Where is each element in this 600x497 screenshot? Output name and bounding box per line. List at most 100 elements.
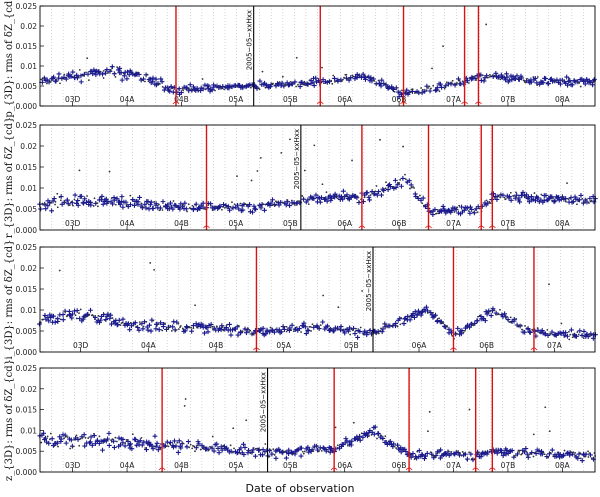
data-point-grey [568,338,571,341]
data-point-grey [349,333,352,336]
data-point-blue [49,436,55,442]
data-point-blue [408,182,414,188]
data-point-grey [295,326,298,328]
data-point-blue [456,76,461,82]
data-point-grey [258,88,261,91]
data-point-grey [402,145,404,148]
data-point-blue [416,448,422,454]
data-point-grey [161,329,164,332]
data-point-grey [455,332,458,335]
data-point-blue [584,199,590,205]
data-point-blue [68,437,74,443]
data-point-blue [178,445,184,451]
data-point-grey [425,89,428,92]
data-point-blue [238,445,244,451]
data-point-grey [97,314,100,317]
data-point-grey [236,175,238,178]
data-point-blue [592,76,597,82]
data-point-grey [576,331,579,334]
data-point-blue [525,326,531,332]
data-point-grey [356,195,359,198]
data-point-blue [525,454,531,460]
data-point-blue [100,447,105,453]
data-point-blue [364,431,369,436]
data-point-grey [431,454,434,457]
data-point-blue [103,70,108,76]
data-point-blue [43,435,48,441]
data-point-grey [333,80,336,83]
data-point-blue [324,198,330,204]
data-point-grey [289,80,292,83]
data-point-blue [418,197,424,203]
data-point-grey [78,312,80,315]
data-point-blue [100,71,105,77]
x-tick-label: 04B [174,219,189,228]
data-point-blue [438,447,443,453]
data-point-grey [322,82,325,85]
red-event-marker [461,101,468,105]
data-point-grey [488,73,491,76]
data-point-blue [165,202,171,208]
data-point-blue [351,325,356,331]
data-point-blue [528,79,534,85]
data-point-blue [272,329,277,335]
data-point-grey [85,71,87,74]
data-point-blue [401,321,407,326]
data-point-blue [193,201,199,207]
data-point-grey [140,202,143,205]
data-point-grey [110,69,112,71]
data-point-grey [79,437,82,440]
data-point-blue [81,200,87,206]
data-point-blue [377,434,383,440]
data-point-blue [438,81,443,87]
data-point-blue [342,330,348,336]
data-point-blue [461,207,467,213]
data-point-grey [450,82,453,84]
x-tick-label: 08A [555,461,571,470]
data-point-grey [411,88,414,91]
data-point-grey [428,410,431,413]
data-point-grey [194,304,196,307]
data-point-blue [260,452,266,458]
y-tick-label: 0.02 [20,22,37,31]
data-point-blue [82,196,88,202]
data-point-blue [381,188,387,193]
data-point-grey [191,447,194,450]
data-point-blue [379,77,385,83]
data-point-grey [320,450,323,452]
data-point-grey [110,439,113,442]
y-tick-label: 0.025 [16,364,38,373]
data-point-grey [588,202,590,204]
data-point-blue [58,436,64,442]
data-point-grey [386,326,388,328]
data-point-blue [270,197,275,203]
data-point-blue [422,456,427,461]
data-point-grey [436,212,438,215]
data-point-blue [126,72,132,78]
data-point-blue [514,322,520,328]
data-point-blue [344,192,350,198]
data-point-blue [214,441,220,447]
data-point-grey [297,83,299,86]
data-point-blue [514,192,520,198]
data-point-blue [535,327,541,333]
data-point-grey [468,451,471,454]
data-point-grey [153,201,156,203]
data-point-blue [247,209,253,215]
data-point-blue [191,323,196,328]
data-point-blue [504,71,509,77]
data-point-grey [78,68,81,71]
data-point-grey [111,438,114,441]
data-point-grey [186,210,188,213]
data-point-blue [364,190,370,196]
data-point-blue [109,64,115,70]
data-point-blue [509,448,515,453]
data-point-blue [158,205,163,211]
y-tick-label: 0.025 [16,243,38,252]
data-point-blue [565,333,570,339]
data-point-grey [102,69,105,72]
data-point-blue [527,330,533,335]
data-point-blue [289,449,294,455]
data-point-blue [91,433,97,439]
data-point-grey [374,190,377,193]
